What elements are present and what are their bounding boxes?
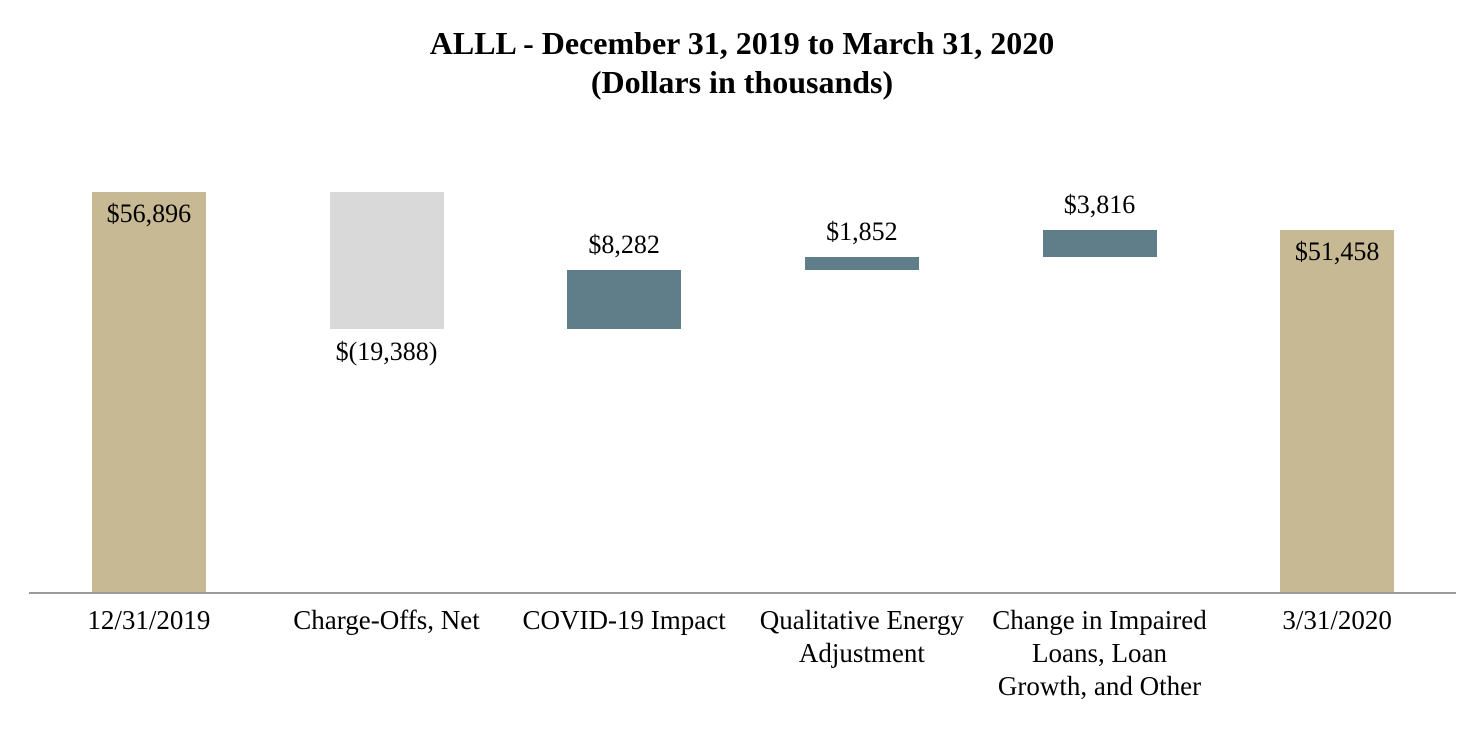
bar-value-label-1: $56,896 — [106, 199, 192, 228]
x-axis-line — [29, 592, 1456, 594]
bar-value-label-3: $8,282 — [588, 230, 660, 260]
category-label-line: Growth, and Other — [997, 671, 1202, 701]
category-label-3: COVID-19 Impact — [494, 604, 754, 637]
waterfall-bar-increase-3 — [567, 270, 682, 329]
chart-header: ALLL - December 31, 2019 to March 31, 20… — [0, 24, 1484, 102]
bar-value-label-6: $51,458 — [1294, 237, 1380, 267]
category-label-line: Change in Impaired — [992, 605, 1207, 635]
waterfall-bar-total-6 — [1280, 230, 1395, 593]
category-label-line: COVID-19 Impact — [522, 605, 726, 635]
category-label-5: Change in Impaired Loans, Loan Growth, and… — [970, 604, 1230, 703]
category-label-line: Charge-Offs, Net — [293, 605, 480, 635]
waterfall-bar-increase-5 — [1042, 230, 1157, 258]
category-label-1: 12/31/2019 — [19, 604, 279, 637]
category-label-line: Loans, Loan — [1032, 638, 1167, 668]
category-label-4: Qualitative Energy Adjustment — [732, 604, 992, 670]
chart-title: ALLL - December 31, 2019 to March 31, 20… — [429, 25, 1055, 61]
waterfall-bar-increase-4 — [804, 257, 919, 271]
category-label-6: 3/31/2020 — [1207, 604, 1467, 637]
bar-value-label-5: $3,816 — [1063, 190, 1136, 220]
bar-value-label-2: $(19,388) — [335, 336, 438, 366]
category-label-line: Adjustment — [798, 638, 925, 668]
category-label-2: Charge-Offs, Net — [257, 604, 517, 637]
chart-subtitle: (Dollars in thousands) — [590, 64, 894, 100]
category-label-line: Qualitative Energy — [759, 605, 964, 635]
category-label-line: 3/31/2020 — [1282, 605, 1392, 635]
category-label-line: 12/31/2019 — [87, 605, 211, 635]
waterfall-bar-total-1 — [91, 192, 206, 593]
waterfall-bar-decrease-2 — [329, 192, 444, 329]
bar-value-label-4: $1,852 — [826, 217, 898, 247]
